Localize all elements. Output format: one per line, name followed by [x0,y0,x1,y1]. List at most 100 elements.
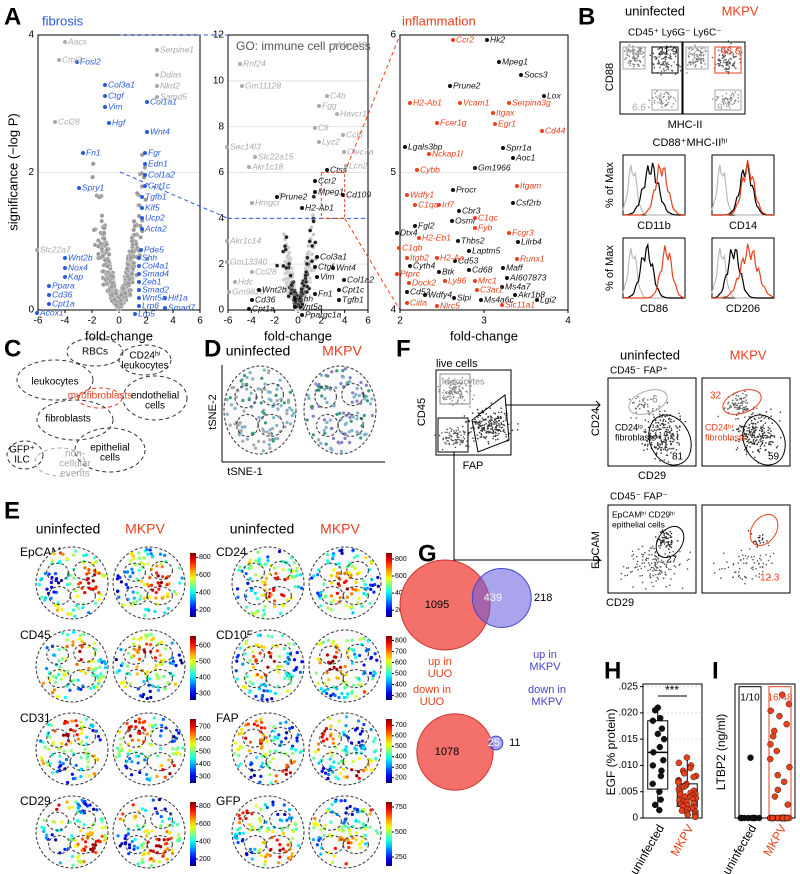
event [664,104,667,107]
event [492,431,495,433]
cell [76,737,80,741]
event [667,66,670,68]
cell [73,614,77,618]
cell [250,611,254,615]
gene-label: Sprr1a [506,142,532,152]
cell [155,649,159,653]
cell [139,579,144,584]
event [624,574,626,577]
event [657,560,660,563]
cell [165,592,170,596]
event [759,429,761,432]
event [664,446,667,449]
cell [245,376,249,380]
cell [44,833,49,837]
event [654,561,656,564]
cell [114,657,118,662]
event [455,442,457,445]
cell [358,732,363,736]
colorbar-tick-label: 800 [395,637,407,644]
event [477,416,479,419]
cell [70,772,74,776]
event [664,415,666,418]
gene-point [63,266,67,270]
event [686,559,689,562]
point [131,218,137,224]
cell [137,568,141,572]
event [488,431,490,434]
cell [357,776,361,780]
event [742,408,745,411]
event [489,431,492,433]
gene-label: Col4a1 [142,260,169,270]
cell [85,756,89,760]
colorbar-tick-label: 800 [395,556,407,563]
x-tick-label: -6 [224,316,233,327]
event [667,92,670,94]
event [491,419,493,422]
gene-label: Fgr [148,147,162,157]
cell [167,817,171,821]
cell [331,860,335,865]
point [288,273,293,278]
cell [369,759,373,764]
cell [65,638,69,642]
event [636,560,639,563]
gene-point [140,195,144,199]
colorbar [386,802,392,866]
event [652,426,654,429]
cell [337,561,341,566]
event [659,547,661,549]
cell [74,719,78,723]
event [758,417,760,419]
cell [350,638,354,642]
cell [155,811,159,815]
cell [145,547,149,552]
gene-point [403,145,407,149]
event [692,58,694,61]
event [727,401,730,404]
cell [84,845,88,849]
cell [348,440,352,445]
cell [84,553,88,557]
event [449,395,451,397]
cell [317,438,321,442]
event [442,395,445,397]
cell [369,727,373,732]
cell [329,573,334,578]
cell [172,589,176,594]
gene-label: Cd68 [472,264,493,274]
cell [316,573,320,577]
gene-label: Itgam [520,180,541,190]
event [729,404,731,407]
event [653,56,656,58]
event [702,57,705,60]
cell [278,848,282,852]
cell [323,594,328,598]
cell [70,854,75,859]
gate-percent: 81 [672,452,684,463]
gene-point [240,84,244,88]
cell [268,853,272,858]
event [675,63,678,66]
point [143,197,149,203]
event [667,96,670,98]
gene-point [458,101,462,105]
cell [368,812,372,816]
group-label: MKPV [730,347,767,362]
event [658,428,661,431]
cell [61,733,66,737]
cell [149,743,154,747]
cell [244,736,248,740]
cell [342,411,346,415]
event [457,436,460,439]
cell [262,646,266,650]
y-axis-label: CD24 [590,408,602,436]
cell [248,371,252,375]
gene-point [155,48,159,52]
event [730,406,733,408]
cell [135,672,139,676]
gene-label: Cd44 [545,125,566,135]
event [673,420,675,423]
cell [77,582,81,586]
